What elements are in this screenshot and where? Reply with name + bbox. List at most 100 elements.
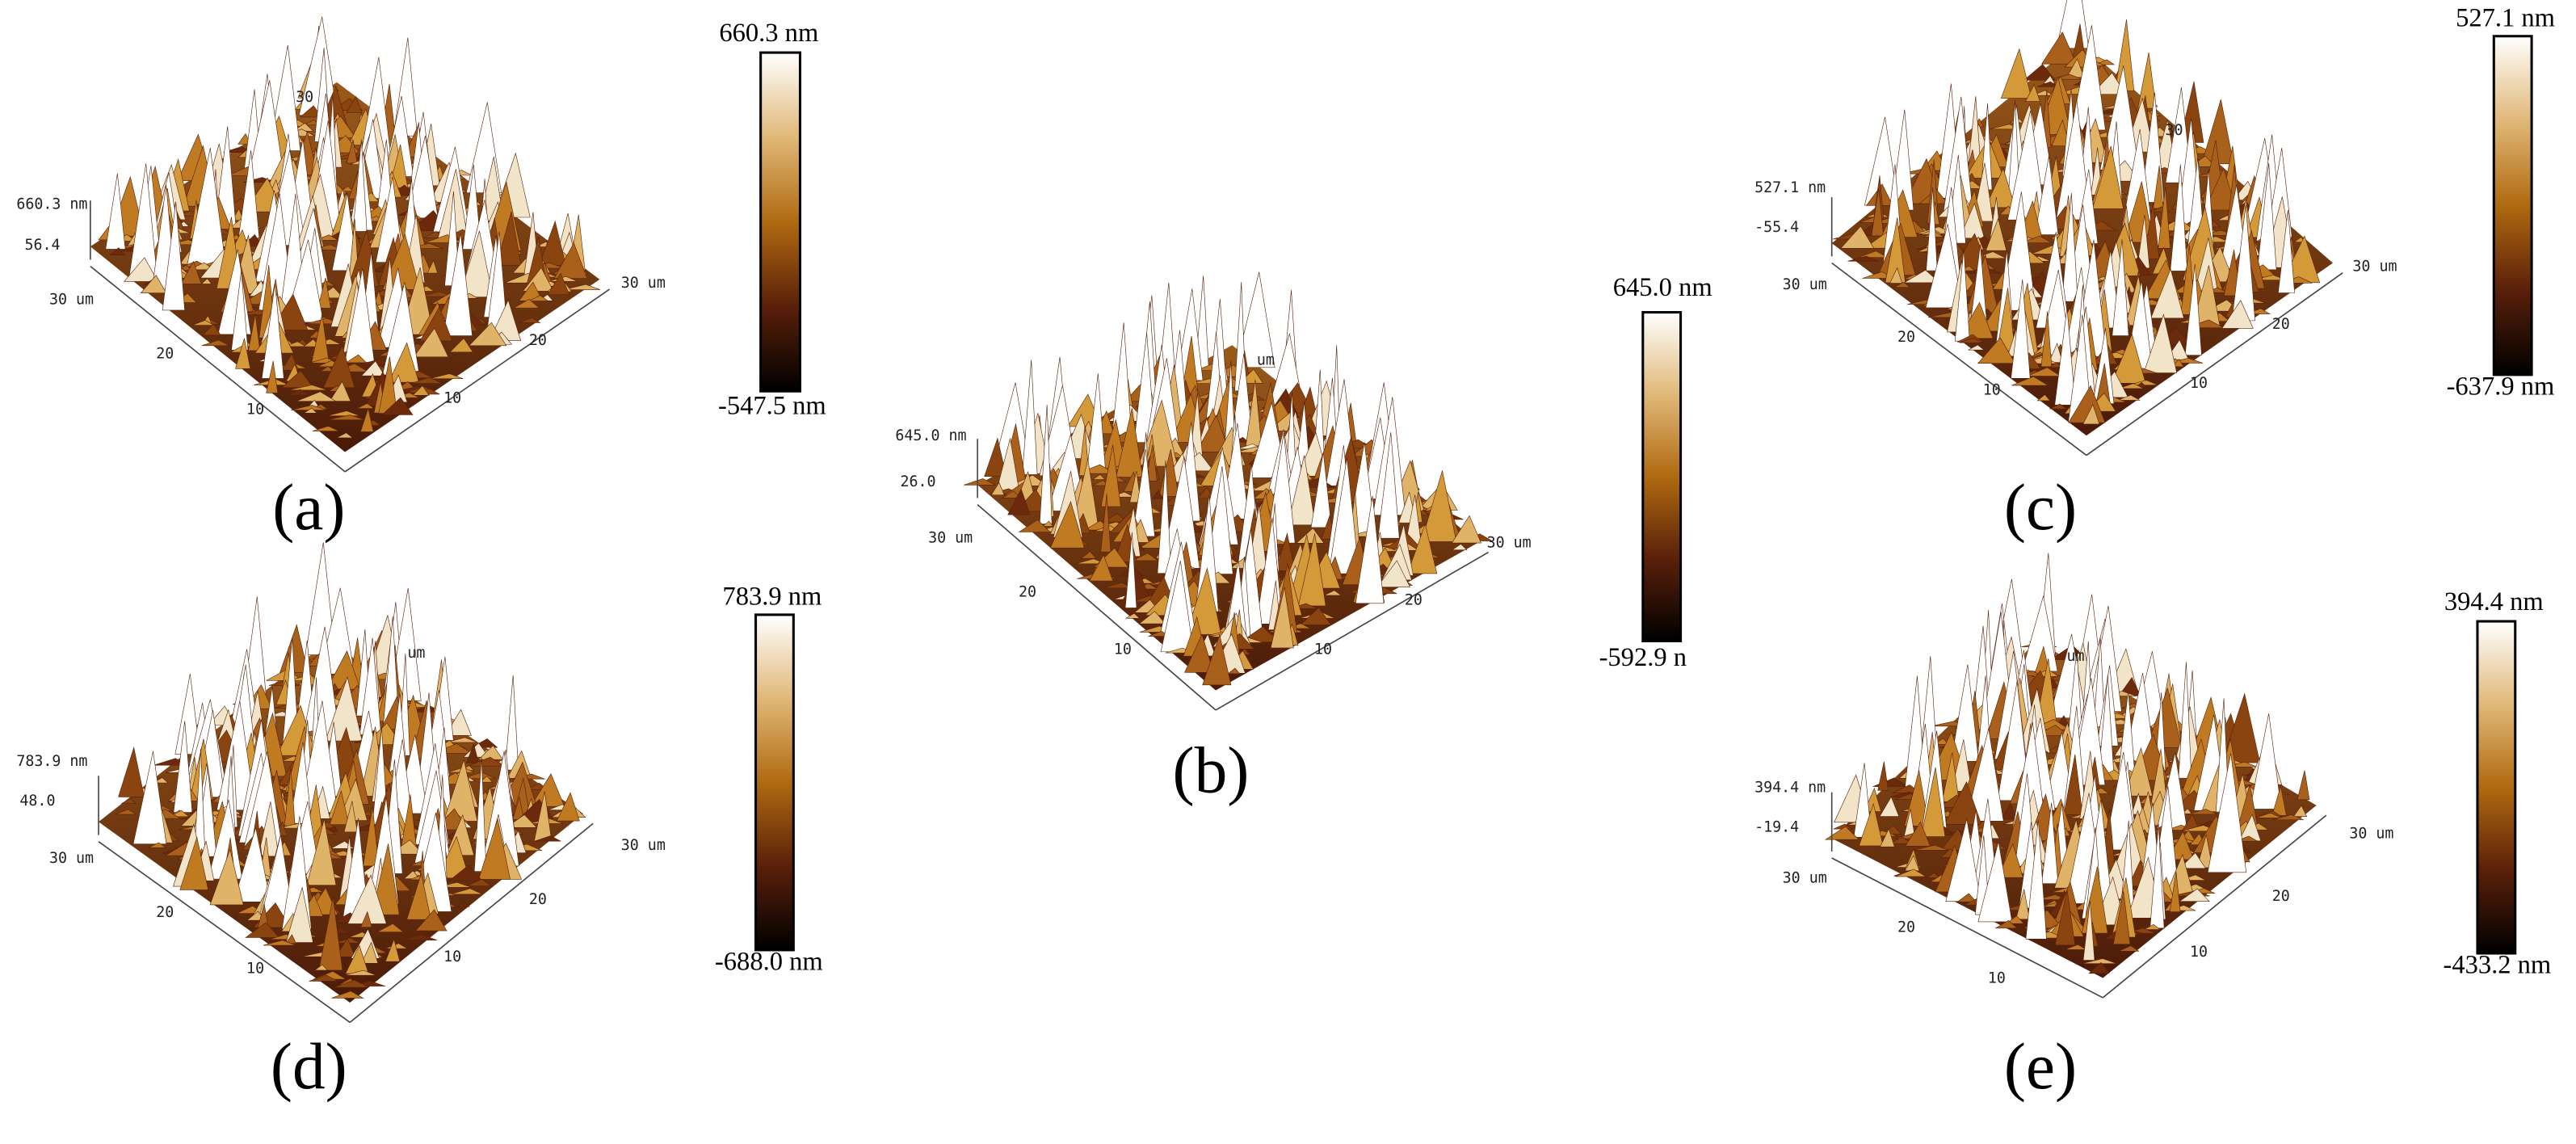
afm-peak — [990, 482, 1005, 496]
afm-peak — [1297, 533, 1326, 607]
afm-peak — [412, 385, 430, 396]
afm-peak — [105, 173, 126, 250]
afm-peak — [1275, 532, 1296, 571]
afm-peak — [1324, 590, 1343, 596]
panel-label: (d) — [271, 1029, 347, 1103]
afm-peak — [180, 260, 202, 284]
axis-tick-label: 10 — [1314, 641, 1332, 658]
afm-peak — [2005, 915, 2024, 924]
z-axis-label: 783.9 nm — [16, 753, 87, 770]
afm-peak — [360, 941, 379, 964]
afm-peak — [1075, 558, 1106, 565]
afm-peak — [1300, 607, 1332, 625]
afm-peak — [317, 277, 331, 309]
afm-peak — [2221, 300, 2254, 329]
afm-peak — [363, 806, 380, 867]
afm-peak — [406, 136, 439, 219]
afm-peak — [2041, 31, 2077, 65]
afm-peak — [359, 407, 374, 432]
afm-peak — [287, 389, 310, 396]
afm-peak — [2021, 235, 2053, 244]
corner-label: 30 — [2166, 122, 2183, 139]
z-axis-label: 660.3 nm — [16, 196, 87, 212]
colorbar-min: -547.5 nm — [718, 392, 826, 421]
afm-peak — [2027, 367, 2061, 376]
afm-peak — [313, 426, 339, 431]
axis-line — [90, 265, 346, 473]
afm-peak — [2051, 119, 2070, 146]
axis-tick-label: 10 — [443, 389, 461, 406]
axis-line — [98, 840, 351, 1024]
afm-peak — [2297, 770, 2310, 801]
afm-peak — [1926, 187, 1938, 271]
afm-peak — [2178, 662, 2192, 779]
afm-peak — [1421, 470, 1457, 542]
colorbar-max: 660.3 nm — [719, 19, 818, 48]
afm-peak — [2082, 958, 2117, 964]
axis-line — [2086, 272, 2343, 456]
afm-peak — [266, 360, 279, 393]
afm-peak — [331, 990, 364, 999]
afm-peak — [448, 864, 483, 881]
afm-peak — [1196, 486, 1214, 499]
afm-peak — [2082, 403, 2100, 425]
afm-peak — [547, 272, 570, 295]
afm-peak — [343, 801, 358, 833]
colorbar — [2492, 35, 2533, 376]
afm-peak — [964, 478, 996, 486]
colorbar — [2476, 620, 2517, 955]
axis-tick-label: 20 — [529, 332, 547, 349]
afm-peak — [313, 964, 328, 971]
afm-peak — [371, 843, 400, 915]
afm-peak — [281, 370, 314, 389]
afm-peak — [209, 848, 244, 906]
afm-peak — [2023, 64, 2056, 81]
afm-peak — [1138, 611, 1166, 625]
afm-peak — [417, 291, 455, 297]
afm-peak — [1377, 432, 1400, 539]
afm-panel: 783.9 nm 48.0 um 30 um 20 10 30 um 20 10 (d) 783.9… — [16, 542, 823, 1103]
afm-peak — [2170, 164, 2188, 271]
afm-peak — [1893, 282, 1911, 288]
afm-peak — [343, 969, 376, 976]
afm-peak — [2111, 333, 2146, 384]
afm-peak — [399, 934, 437, 940]
axis-line — [1831, 857, 2103, 999]
afm-peak — [1889, 267, 1903, 284]
axis-tick-label: 20 — [1019, 584, 1036, 601]
axis-tick-label: 10 — [1983, 381, 2001, 398]
afm-peak — [528, 295, 549, 301]
afm-peak — [2184, 263, 2202, 355]
afm-peak — [331, 192, 358, 271]
axis-tick-label: 30 um — [49, 291, 94, 308]
afm-peak — [519, 317, 541, 323]
afm-peak — [1296, 528, 1325, 544]
z-axis-label: 56.4 — [25, 237, 61, 254]
afm-peak — [1091, 473, 1106, 480]
afm-peak — [1328, 457, 1359, 574]
afm-peak — [496, 211, 522, 266]
axis-tick-label: 30 um — [1487, 534, 1532, 551]
afm-peak — [148, 842, 166, 848]
afm-peak — [2117, 394, 2141, 401]
afm-peak — [504, 675, 519, 771]
afm-peak — [1977, 841, 2013, 923]
afm-peak — [1018, 519, 1051, 532]
afm-peak — [1994, 920, 2018, 929]
afm-peak — [1100, 494, 1112, 553]
afm-peak — [473, 757, 487, 872]
afm-peak — [2088, 961, 2110, 974]
afm-peak — [446, 737, 478, 743]
afm-peak — [2292, 805, 2308, 817]
afm-peak — [2011, 376, 2049, 386]
afm-peak — [1022, 360, 1038, 475]
afm-peak — [2032, 90, 2055, 96]
z-axis-label: -55.4 — [1754, 219, 1799, 236]
afm-peak — [410, 376, 443, 384]
afm-peak — [284, 341, 308, 347]
afm-panel: 394.4 nm -19.4 um 30 um 20 10 30 um 20 10 (e) 394.… — [1754, 553, 2551, 1103]
afm-peak — [1376, 560, 1411, 587]
afm-peak — [336, 432, 354, 439]
afm-peak — [513, 299, 540, 309]
afm-peak — [2278, 210, 2295, 293]
